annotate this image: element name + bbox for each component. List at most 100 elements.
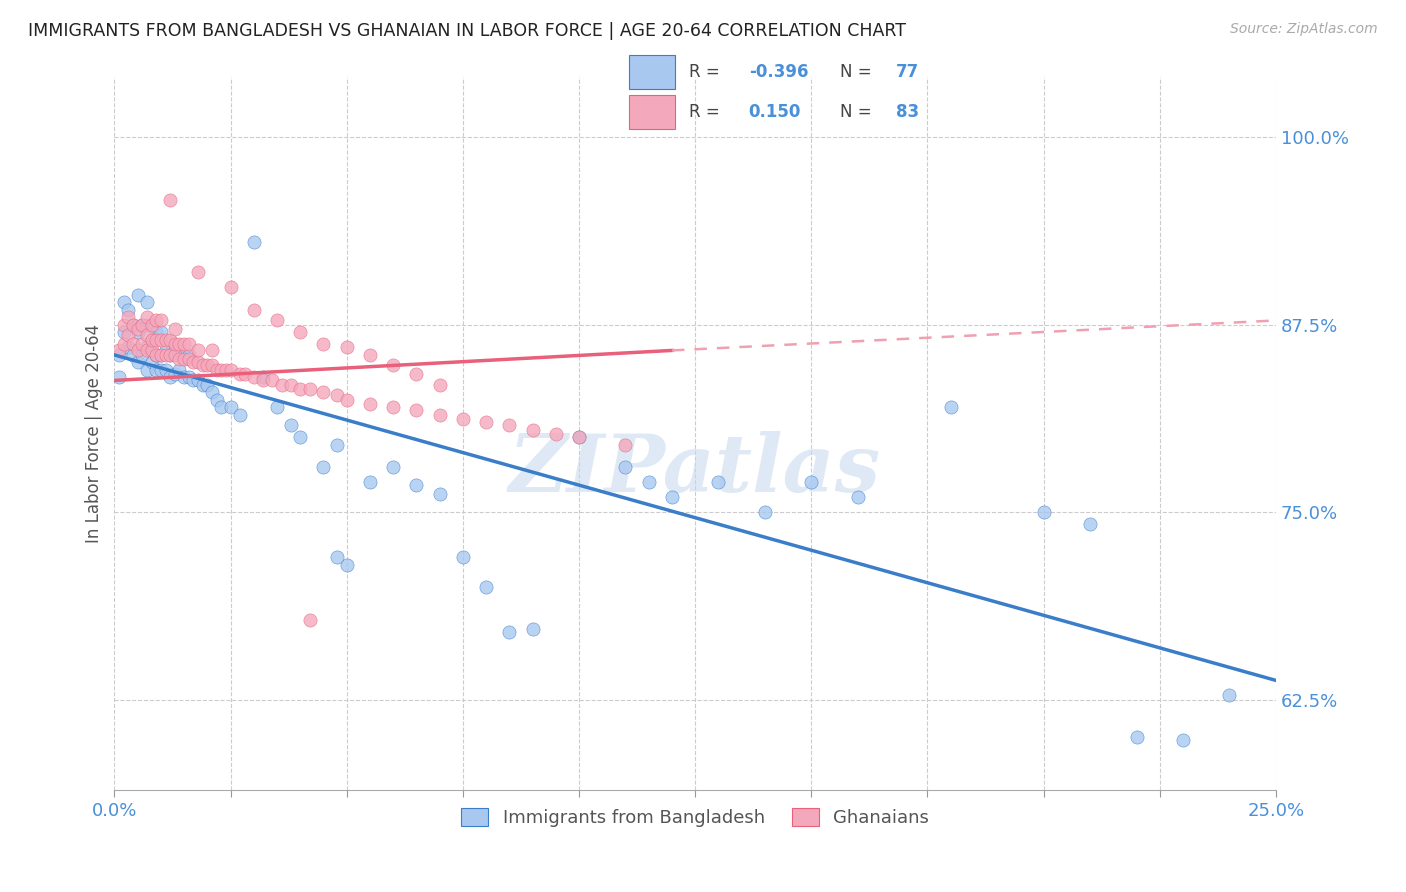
Point (298, 383, 321, 397)
Point (195, 359, 218, 373)
Point (169, 363, 191, 377)
Point (159, 348, 181, 362)
Point (800, 475, 823, 490)
Point (112, 295, 135, 310)
Point (191, 359, 214, 373)
Text: N =: N = (839, 103, 877, 121)
FancyBboxPatch shape (630, 55, 675, 89)
Point (127, 322, 149, 336)
Point (429, 408, 451, 422)
Text: 77: 77 (897, 63, 920, 81)
Point (243, 235, 266, 250)
Point (1032, 505, 1054, 519)
Point (149, 363, 172, 377)
Point (163, 322, 186, 336)
Point (112, 326, 135, 340)
Point (243, 370, 266, 384)
Point (108, 343, 131, 358)
Point (205, 392, 228, 407)
Point (163, 368, 186, 382)
Point (312, 460, 335, 475)
Point (429, 487, 451, 501)
Point (290, 383, 312, 397)
Y-axis label: In Labor Force | Age 20-64: In Labor Force | Age 20-64 (86, 324, 103, 543)
Point (127, 288, 149, 302)
Point (336, 392, 359, 407)
Point (159, 348, 181, 362)
Point (112, 337, 135, 351)
Point (136, 310, 159, 325)
Point (112, 318, 135, 332)
Point (544, 427, 567, 442)
Point (201, 359, 224, 373)
Point (131, 337, 153, 351)
Point (298, 614, 321, 628)
Point (359, 348, 381, 362)
Point (219, 401, 242, 415)
Point (159, 194, 181, 208)
Point (451, 412, 474, 426)
Point (498, 625, 520, 640)
Point (405, 403, 427, 417)
Point (1218, 689, 1240, 703)
Point (219, 363, 242, 377)
Point (122, 318, 145, 332)
Point (252, 370, 274, 384)
Point (1125, 731, 1147, 745)
Point (149, 326, 172, 340)
Point (141, 333, 163, 347)
Point (145, 348, 167, 362)
Point (568, 430, 591, 444)
Point (169, 352, 191, 367)
Point (336, 558, 359, 572)
Text: IMMIGRANTS FROM BANGLADESH VS GHANAIAN IN LABOR FORCE | AGE 20-64 CORRELATION CH: IMMIGRANTS FROM BANGLADESH VS GHANAIAN I… (28, 22, 905, 40)
Point (280, 418, 302, 433)
Point (1078, 517, 1101, 532)
Point (145, 363, 167, 377)
Point (141, 333, 163, 347)
Point (163, 348, 186, 362)
Point (191, 378, 214, 392)
Point (614, 438, 637, 452)
Point (187, 355, 209, 369)
Point (141, 343, 163, 358)
Point (568, 430, 591, 444)
Point (163, 343, 186, 358)
Point (229, 368, 252, 382)
Point (173, 352, 195, 367)
Point (614, 460, 637, 475)
Point (326, 388, 349, 402)
Point (219, 280, 242, 294)
Point (122, 348, 145, 362)
Point (136, 340, 159, 354)
Point (122, 337, 145, 351)
Point (117, 340, 139, 354)
Point (136, 328, 159, 343)
Point (177, 370, 200, 384)
Point (262, 373, 284, 387)
Point (173, 348, 195, 362)
Point (382, 359, 405, 373)
Point (522, 623, 544, 637)
Point (233, 368, 256, 382)
Point (149, 333, 172, 347)
Point (169, 348, 191, 362)
Point (229, 408, 252, 422)
Point (145, 313, 167, 327)
Point (201, 385, 224, 400)
Point (326, 438, 349, 452)
Point (312, 385, 335, 400)
Point (159, 370, 181, 384)
Point (359, 475, 381, 490)
Point (205, 363, 228, 377)
Point (145, 348, 167, 362)
Point (405, 478, 427, 492)
Point (155, 363, 177, 377)
Point (215, 363, 238, 377)
Point (108, 370, 131, 384)
Text: N =: N = (839, 63, 877, 81)
Point (707, 475, 730, 490)
Point (637, 475, 659, 490)
Point (183, 373, 205, 387)
Point (149, 348, 172, 362)
